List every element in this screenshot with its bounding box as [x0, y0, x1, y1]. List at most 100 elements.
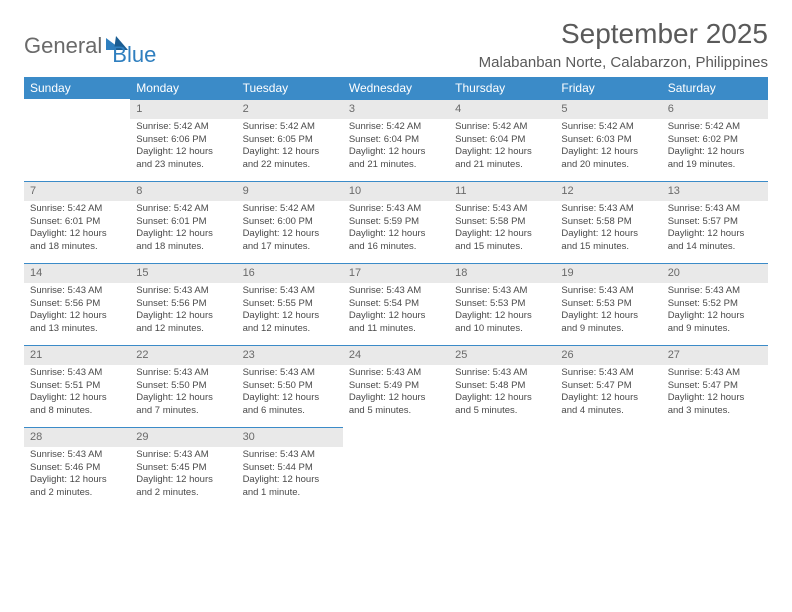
- day-body: Sunrise: 5:42 AMSunset: 6:01 PMDaylight:…: [130, 201, 236, 258]
- sunset-line: Sunset: 6:06 PM: [136, 134, 230, 147]
- day-body: Sunrise: 5:43 AMSunset: 5:57 PMDaylight:…: [662, 201, 768, 258]
- daylight-line: Daylight: 12 hours and 20 minutes.: [561, 146, 655, 172]
- day-body: Sunrise: 5:43 AMSunset: 5:56 PMDaylight:…: [130, 283, 236, 340]
- calendar-day-cell: 29Sunrise: 5:43 AMSunset: 5:45 PMDayligh…: [130, 427, 236, 509]
- day-body: Sunrise: 5:43 AMSunset: 5:53 PMDaylight:…: [555, 283, 661, 340]
- day-number: 27: [662, 345, 768, 365]
- logo-text-blue: Blue: [112, 42, 156, 68]
- day-number: 26: [555, 345, 661, 365]
- day-number: 18: [449, 263, 555, 283]
- day-body: Sunrise: 5:43 AMSunset: 5:46 PMDaylight:…: [24, 447, 130, 504]
- sunrise-line: Sunrise: 5:43 AM: [136, 449, 230, 462]
- calendar-day-cell: 1Sunrise: 5:42 AMSunset: 6:06 PMDaylight…: [130, 99, 236, 181]
- day-body: Sunrise: 5:43 AMSunset: 5:51 PMDaylight:…: [24, 365, 130, 422]
- day-number: 10: [343, 181, 449, 201]
- sunset-line: Sunset: 5:54 PM: [349, 298, 443, 311]
- day-header: Friday: [555, 77, 661, 99]
- day-number: 5: [555, 99, 661, 119]
- sunset-line: Sunset: 6:05 PM: [243, 134, 337, 147]
- sunrise-line: Sunrise: 5:43 AM: [349, 367, 443, 380]
- day-body: Sunrise: 5:43 AMSunset: 5:50 PMDaylight:…: [130, 365, 236, 422]
- day-number: 2: [237, 99, 343, 119]
- day-header-row: SundayMondayTuesdayWednesdayThursdayFrid…: [24, 77, 768, 99]
- day-body: Sunrise: 5:42 AMSunset: 6:00 PMDaylight:…: [237, 201, 343, 258]
- sunrise-line: Sunrise: 5:43 AM: [668, 367, 762, 380]
- calendar-day-cell: 16Sunrise: 5:43 AMSunset: 5:55 PMDayligh…: [237, 263, 343, 345]
- calendar-day-cell: 21Sunrise: 5:43 AMSunset: 5:51 PMDayligh…: [24, 345, 130, 427]
- day-body: Sunrise: 5:43 AMSunset: 5:58 PMDaylight:…: [555, 201, 661, 258]
- daylight-line: Daylight: 12 hours and 14 minutes.: [668, 228, 762, 254]
- calendar-day-cell: .: [343, 427, 449, 509]
- calendar-day-cell: 6Sunrise: 5:42 AMSunset: 6:02 PMDaylight…: [662, 99, 768, 181]
- calendar-day-cell: 14Sunrise: 5:43 AMSunset: 5:56 PMDayligh…: [24, 263, 130, 345]
- daylight-line: Daylight: 12 hours and 4 minutes.: [561, 392, 655, 418]
- day-body: Sunrise: 5:43 AMSunset: 5:58 PMDaylight:…: [449, 201, 555, 258]
- sunrise-line: Sunrise: 5:43 AM: [668, 203, 762, 216]
- daylight-line: Daylight: 12 hours and 6 minutes.: [243, 392, 337, 418]
- calendar-day-cell: 18Sunrise: 5:43 AMSunset: 5:53 PMDayligh…: [449, 263, 555, 345]
- daylight-line: Daylight: 12 hours and 5 minutes.: [349, 392, 443, 418]
- daylight-line: Daylight: 12 hours and 2 minutes.: [136, 474, 230, 500]
- day-number: 14: [24, 263, 130, 283]
- sunset-line: Sunset: 5:47 PM: [668, 380, 762, 393]
- sunset-line: Sunset: 5:50 PM: [243, 380, 337, 393]
- day-body: Sunrise: 5:43 AMSunset: 5:47 PMDaylight:…: [662, 365, 768, 422]
- sunset-line: Sunset: 6:04 PM: [455, 134, 549, 147]
- sunset-line: Sunset: 5:45 PM: [136, 462, 230, 475]
- calendar-day-cell: 23Sunrise: 5:43 AMSunset: 5:50 PMDayligh…: [237, 345, 343, 427]
- calendar-day-cell: 22Sunrise: 5:43 AMSunset: 5:50 PMDayligh…: [130, 345, 236, 427]
- calendar-day-cell: 17Sunrise: 5:43 AMSunset: 5:54 PMDayligh…: [343, 263, 449, 345]
- calendar-day-cell: 25Sunrise: 5:43 AMSunset: 5:48 PMDayligh…: [449, 345, 555, 427]
- sunset-line: Sunset: 5:44 PM: [243, 462, 337, 475]
- daylight-line: Daylight: 12 hours and 9 minutes.: [668, 310, 762, 336]
- calendar-day-cell: 27Sunrise: 5:43 AMSunset: 5:47 PMDayligh…: [662, 345, 768, 427]
- calendar-day-cell: 13Sunrise: 5:43 AMSunset: 5:57 PMDayligh…: [662, 181, 768, 263]
- sunrise-line: Sunrise: 5:42 AM: [136, 121, 230, 134]
- sunset-line: Sunset: 6:01 PM: [30, 216, 124, 229]
- sunrise-line: Sunrise: 5:43 AM: [668, 285, 762, 298]
- day-header: Thursday: [449, 77, 555, 99]
- sunrise-line: Sunrise: 5:43 AM: [349, 203, 443, 216]
- daylight-line: Daylight: 12 hours and 16 minutes.: [349, 228, 443, 254]
- sunset-line: Sunset: 5:58 PM: [561, 216, 655, 229]
- sunset-line: Sunset: 5:49 PM: [349, 380, 443, 393]
- daylight-line: Daylight: 12 hours and 1 minute.: [243, 474, 337, 500]
- calendar-day-cell: 10Sunrise: 5:43 AMSunset: 5:59 PMDayligh…: [343, 181, 449, 263]
- day-number: 25: [449, 345, 555, 365]
- day-body: Sunrise: 5:43 AMSunset: 5:48 PMDaylight:…: [449, 365, 555, 422]
- sunrise-line: Sunrise: 5:43 AM: [561, 203, 655, 216]
- calendar-week-row: 7Sunrise: 5:42 AMSunset: 6:01 PMDaylight…: [24, 181, 768, 263]
- daylight-line: Daylight: 12 hours and 2 minutes.: [30, 474, 124, 500]
- sunrise-line: Sunrise: 5:43 AM: [30, 367, 124, 380]
- day-body: Sunrise: 5:42 AMSunset: 6:04 PMDaylight:…: [343, 119, 449, 176]
- sunset-line: Sunset: 6:01 PM: [136, 216, 230, 229]
- calendar-day-cell: 12Sunrise: 5:43 AMSunset: 5:58 PMDayligh…: [555, 181, 661, 263]
- daylight-line: Daylight: 12 hours and 5 minutes.: [455, 392, 549, 418]
- sunrise-line: Sunrise: 5:42 AM: [455, 121, 549, 134]
- day-number: 8: [130, 181, 236, 201]
- day-number: 11: [449, 181, 555, 201]
- calendar-week-row: .1Sunrise: 5:42 AMSunset: 6:06 PMDayligh…: [24, 99, 768, 181]
- month-title: September 2025: [479, 18, 768, 50]
- calendar-day-cell: 8Sunrise: 5:42 AMSunset: 6:01 PMDaylight…: [130, 181, 236, 263]
- day-number: 30: [237, 427, 343, 447]
- daylight-line: Daylight: 12 hours and 9 minutes.: [561, 310, 655, 336]
- daylight-line: Daylight: 12 hours and 19 minutes.: [668, 146, 762, 172]
- daylight-line: Daylight: 12 hours and 15 minutes.: [455, 228, 549, 254]
- sunrise-line: Sunrise: 5:42 AM: [243, 121, 337, 134]
- day-number: 21: [24, 345, 130, 365]
- day-header: Wednesday: [343, 77, 449, 99]
- day-number: 9: [237, 181, 343, 201]
- day-number: 12: [555, 181, 661, 201]
- sunrise-line: Sunrise: 5:43 AM: [455, 367, 549, 380]
- day-body: Sunrise: 5:42 AMSunset: 6:06 PMDaylight:…: [130, 119, 236, 176]
- day-number: 17: [343, 263, 449, 283]
- sunset-line: Sunset: 5:53 PM: [455, 298, 549, 311]
- title-block: September 2025 Malabanban Norte, Calabar…: [479, 18, 768, 71]
- calendar-day-cell: 28Sunrise: 5:43 AMSunset: 5:46 PMDayligh…: [24, 427, 130, 509]
- calendar-day-cell: 15Sunrise: 5:43 AMSunset: 5:56 PMDayligh…: [130, 263, 236, 345]
- daylight-line: Daylight: 12 hours and 7 minutes.: [136, 392, 230, 418]
- calendar-day-cell: 19Sunrise: 5:43 AMSunset: 5:53 PMDayligh…: [555, 263, 661, 345]
- sunrise-line: Sunrise: 5:43 AM: [561, 285, 655, 298]
- day-body: Sunrise: 5:43 AMSunset: 5:50 PMDaylight:…: [237, 365, 343, 422]
